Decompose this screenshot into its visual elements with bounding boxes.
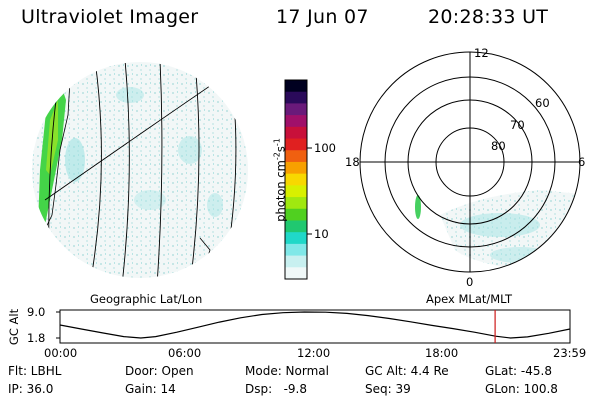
- colorbar-cell: [285, 220, 307, 233]
- colorbar-cell: [285, 255, 307, 268]
- mlt-label-18: 18: [345, 155, 360, 169]
- colorbar-tick-label-100: 100: [314, 141, 336, 155]
- mlat-label-80: 80: [491, 139, 506, 153]
- geographic-map: [32, 62, 248, 278]
- xtick-label-0600: 06:00: [168, 346, 202, 360]
- geographic-caption: Geographic Lat/Lon: [90, 292, 203, 306]
- mlat-label-70: 70: [510, 118, 525, 132]
- colorbar-cell: [285, 208, 307, 221]
- status-ip: IP: 36.0: [8, 382, 54, 396]
- polar-aurora-spot: [415, 195, 421, 219]
- status-mode: Mode: Normal: [245, 364, 329, 378]
- apex-caption: Apex MLat/MLT: [426, 292, 513, 306]
- colorbar-cell: [285, 150, 307, 163]
- status-glon: GLon: 100.8: [485, 382, 558, 396]
- status-door: Door: Open: [125, 364, 194, 378]
- colorbar-cell: [285, 232, 307, 245]
- mlat-label-60: 60: [535, 96, 550, 110]
- xtick-label-2359: 23:59: [553, 346, 587, 360]
- time-label: 20:28:33 UT: [428, 6, 549, 28]
- colorbar-cell: [285, 243, 307, 257]
- polar-emission-lower: [490, 247, 550, 263]
- status-gain: Gain: 14: [125, 382, 176, 396]
- polar-map: [359, 51, 581, 273]
- status-gc-alt: GC Alt: 4.4 Re: [365, 364, 449, 378]
- colorbar-cell: [285, 161, 307, 175]
- mlt-label-6: 6: [578, 155, 586, 169]
- altitude-ylabel: GC Alt: [7, 308, 21, 346]
- altitude-series-line: [59, 311, 571, 339]
- mlt-label-0: 0: [466, 275, 474, 289]
- colorbar-frame: [284, 79, 308, 280]
- ytick-label-9: 9.0: [27, 305, 46, 319]
- ytick-label-1-8: 1.8: [27, 331, 46, 345]
- colorbar-cell: [285, 126, 307, 140]
- colorbar-label: photon cm-2s-1: [272, 138, 288, 222]
- xtick-label-1200: 12:00: [297, 346, 331, 360]
- colorbar-cell: [285, 185, 307, 198]
- colorbar-cell: [285, 197, 307, 210]
- colorbar-cell: [285, 103, 307, 116]
- colorbar-cell: [285, 91, 307, 104]
- xtick-label-0000: 00:00: [44, 346, 78, 360]
- colorbar-cell: [285, 267, 307, 280]
- status-filter: Flt: LBHL: [8, 364, 62, 378]
- status-dsp: Dsp: -9.8: [245, 382, 308, 396]
- mlt-label-12: 12: [474, 46, 489, 60]
- status-seq: Seq: 39: [365, 382, 411, 396]
- colorbar-cell: [285, 138, 307, 151]
- colorbar-cell: [285, 115, 307, 128]
- colorbar: [284, 79, 312, 280]
- status-glat: GLat: -45.8: [485, 364, 552, 378]
- colorbar-tick-label-10: 10: [314, 227, 329, 241]
- colorbar-cell: [285, 173, 307, 186]
- xtick-label-1800: 18:00: [425, 346, 459, 360]
- page-title: Ultraviolet Imager: [21, 6, 199, 28]
- altitude-plot-frame: [59, 309, 571, 344]
- altitude-chart: [56, 309, 571, 344]
- geo-emission-patches: [65, 87, 223, 217]
- colorbar-cell: [285, 80, 307, 93]
- date-label: 17 Jun 07: [276, 6, 369, 28]
